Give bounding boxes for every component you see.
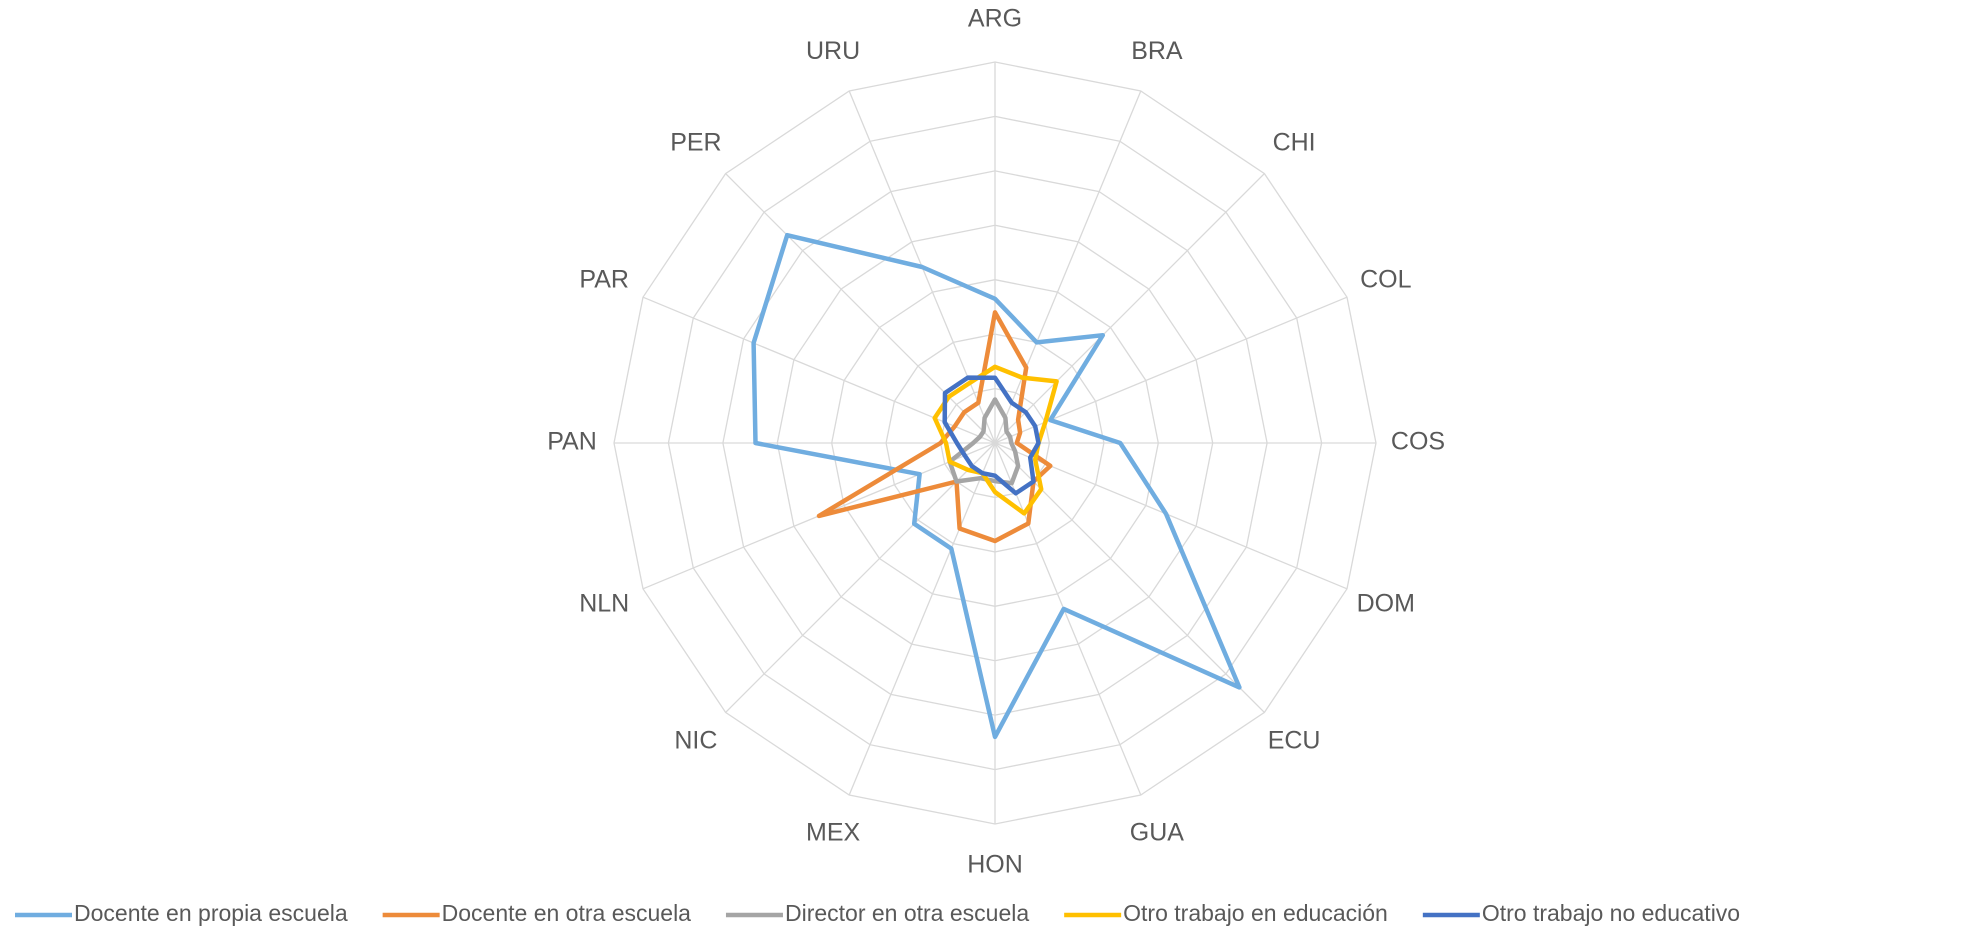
grid-spoke: [994, 442, 1142, 796]
category-label: GUA: [1130, 818, 1185, 846]
category-label: PAR: [579, 266, 629, 294]
category-label: BRA: [1131, 37, 1183, 65]
legend-label: Docente en propia escuela: [74, 900, 348, 926]
category-label: DOM: [1357, 590, 1415, 618]
category-label: HON: [967, 851, 1023, 879]
category-label: ARG: [968, 5, 1022, 33]
grid-spoke: [725, 442, 996, 713]
category-label: NIC: [674, 727, 717, 755]
grid-spoke: [994, 173, 1265, 444]
category-label: URU: [806, 37, 860, 65]
grid-spoke: [848, 442, 996, 796]
grid-spoke: [642, 296, 996, 444]
category-label: PAN: [547, 428, 597, 456]
category-label: CHI: [1273, 129, 1316, 157]
series-line: [942, 375, 1041, 496]
series-line: [816, 310, 1053, 544]
legend-label: Director en otra escuela: [785, 900, 1029, 926]
series-line: [751, 232, 1242, 740]
grid-spoke: [994, 442, 1348, 590]
legend-label: Otro trabajo en educación: [1123, 900, 1388, 926]
series-line: [932, 364, 1059, 516]
category-label: COS: [1391, 428, 1445, 456]
category-label: ECU: [1268, 727, 1321, 755]
category-label: NLN: [579, 590, 629, 618]
category-label: MEX: [806, 818, 861, 846]
series-line: [947, 397, 1021, 486]
legend-label: Docente en otra escuela: [442, 900, 692, 926]
category-label: PER: [670, 129, 721, 157]
category-label: COL: [1360, 266, 1412, 294]
grid-spoke: [994, 90, 1142, 444]
legend-label: Otro trabajo no educativo: [1482, 900, 1740, 926]
